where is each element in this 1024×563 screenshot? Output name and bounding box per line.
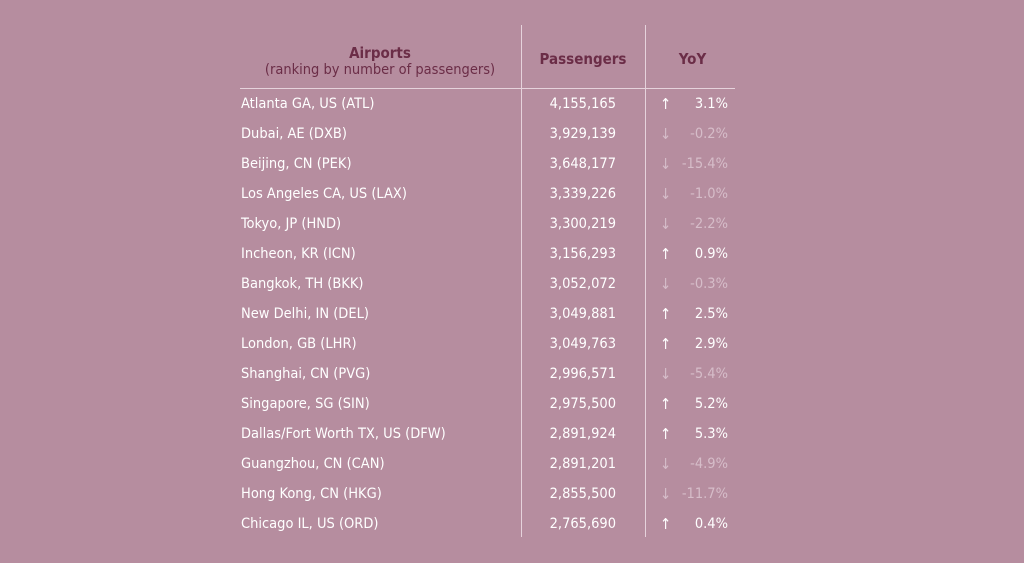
airport-name: Beijing, CN (PEK) [241, 156, 352, 172]
arrow-down-icon: ↓ [660, 125, 672, 143]
header-airports-subtitle: (ranking by number of passengers) [264, 62, 496, 78]
table-row: Tokyo, JP (HND) 3,300,219 ↓ -2.2% [0, 210, 1024, 240]
arrow-up-icon: ↑ [660, 95, 672, 113]
passenger-count: 3,049,763 [549, 336, 616, 352]
table-row: Hong Kong, CN (HKG) 2,855,500 ↓ -11.7% [0, 480, 1024, 510]
airport-name: Shanghai, CN (PVG) [241, 366, 371, 382]
passenger-count: 3,052,072 [549, 276, 616, 292]
airport-name: Chicago IL, US (ORD) [241, 516, 379, 532]
arrow-up-icon: ↑ [660, 425, 672, 443]
airport-name: Singapore, SG (SIN) [241, 396, 370, 412]
table-row: Singapore, SG (SIN) 2,975,500 ↑ 5.2% [0, 390, 1024, 420]
table-row: Bangkok, TH (BKK) 3,052,072 ↓ -0.3% [0, 270, 1024, 300]
table-row: Guangzhou, CN (CAN) 2,891,201 ↓ -4.9% [0, 450, 1024, 480]
passenger-count: 2,855,500 [549, 486, 616, 502]
passenger-count: 3,049,881 [549, 306, 616, 322]
table-row: Atlanta GA, US (ATL) 4,155,165 ↑ 3.1% [0, 90, 1024, 120]
yoy-change: -2.2% [690, 216, 728, 232]
airport-name: Atlanta GA, US (ATL) [241, 96, 375, 112]
column-divider [645, 25, 646, 537]
table-row: Dallas/Fort Worth TX, US (DFW) 2,891,924 ↑… [0, 420, 1024, 450]
arrow-down-icon: ↓ [660, 155, 672, 173]
table-row: Los Angeles CA, US (LAX) 3,339,226 ↓ -1.0% [0, 180, 1024, 210]
yoy-change: 0.9% [694, 246, 728, 262]
yoy-change: -1.0% [690, 186, 728, 202]
yoy-change: 5.3% [694, 426, 728, 442]
airport-name: Tokyo, JP (HND) [241, 216, 342, 232]
yoy-change: 5.2% [694, 396, 728, 412]
yoy-change: 0.4% [694, 516, 728, 532]
airport-name: Hong Kong, CN (HKG) [241, 486, 382, 502]
header-divider [240, 88, 735, 89]
arrow-up-icon: ↑ [660, 395, 672, 413]
passenger-count: 3,300,219 [549, 216, 616, 232]
header-airports: Airports (ranking by number of passenger… [240, 44, 520, 78]
table-row: London, GB (LHR) 3,049,763 ↑ 2.9% [0, 330, 1024, 360]
table-row: Beijing, CN (PEK) 3,648,177 ↓ -15.4% [0, 150, 1024, 180]
yoy-change: 3.1% [694, 96, 728, 112]
yoy-change: -0.2% [690, 126, 728, 142]
arrow-up-icon: ↑ [660, 305, 672, 323]
arrow-down-icon: ↓ [660, 455, 672, 473]
arrow-down-icon: ↓ [660, 215, 672, 233]
yoy-change: 2.5% [694, 306, 728, 322]
table-row: Dubai, AE (DXB) 3,929,139 ↓ -0.2% [0, 120, 1024, 150]
arrow-up-icon: ↑ [660, 335, 672, 353]
airport-name: Dubai, AE (DXB) [241, 126, 347, 142]
passenger-count: 3,648,177 [549, 156, 616, 172]
yoy-change: -11.7% [681, 486, 728, 502]
column-divider [521, 25, 522, 537]
table-row: New Delhi, IN (DEL) 3,049,881 ↑ 2.5% [0, 300, 1024, 330]
passenger-count: 2,996,571 [549, 366, 616, 382]
arrow-down-icon: ↓ [660, 485, 672, 503]
airport-name: London, GB (LHR) [241, 336, 357, 352]
table-row: Incheon, KR (ICN) 3,156,293 ↑ 0.9% [0, 240, 1024, 270]
passenger-count: 2,765,690 [549, 516, 616, 532]
passenger-count: 2,975,500 [549, 396, 616, 412]
yoy-change: -15.4% [681, 156, 728, 172]
yoy-change: 2.9% [694, 336, 728, 352]
header-airports-title: Airports [349, 44, 411, 62]
airport-name: New Delhi, IN (DEL) [241, 306, 369, 322]
passenger-count: 2,891,201 [549, 456, 616, 472]
yoy-change: -5.4% [690, 366, 728, 382]
passenger-count: 3,339,226 [549, 186, 616, 202]
header-passengers: Passengers [539, 50, 627, 68]
airport-name: Bangkok, TH (BKK) [241, 276, 364, 292]
header-yoy: YoY [678, 50, 707, 68]
airport-name: Los Angeles CA, US (LAX) [241, 186, 407, 202]
passenger-count: 2,891,924 [549, 426, 616, 442]
passenger-count: 4,155,165 [549, 96, 616, 112]
airport-name: Guangzhou, CN (CAN) [241, 456, 385, 472]
passenger-count: 3,929,139 [549, 126, 616, 142]
passenger-count: 3,156,293 [549, 246, 616, 262]
yoy-change: -4.9% [690, 456, 728, 472]
arrow-down-icon: ↓ [660, 275, 672, 293]
arrow-up-icon: ↑ [660, 515, 672, 533]
arrow-up-icon: ↑ [660, 245, 672, 263]
arrow-down-icon: ↓ [660, 185, 672, 203]
arrow-down-icon: ↓ [660, 365, 672, 383]
yoy-change: -0.3% [690, 276, 728, 292]
table-row: Shanghai, CN (PVG) 2,996,571 ↓ -5.4% [0, 360, 1024, 390]
table-row: Chicago IL, US (ORD) 2,765,690 ↑ 0.4% [0, 510, 1024, 540]
airport-name: Incheon, KR (ICN) [241, 246, 356, 262]
airport-name: Dallas/Fort Worth TX, US (DFW) [241, 426, 446, 442]
